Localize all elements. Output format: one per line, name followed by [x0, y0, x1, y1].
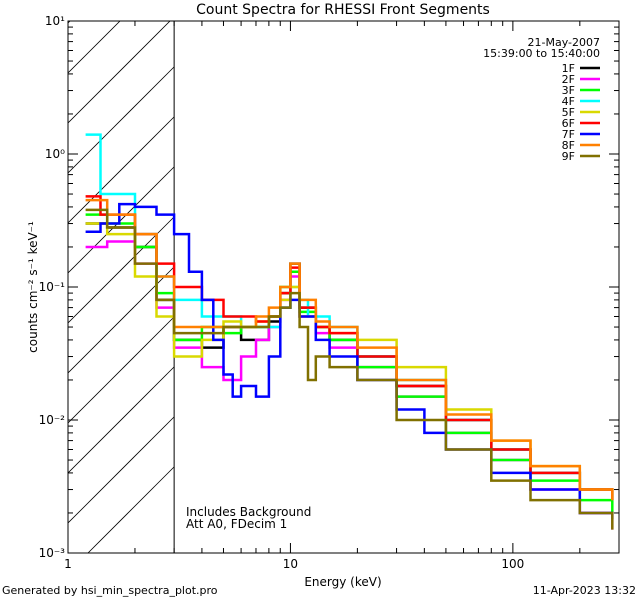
series-8F [85, 198, 614, 501]
legend-label-6F: 6F [562, 117, 575, 130]
hatch-line [68, 116, 175, 224]
hatch-region [68, 21, 175, 553]
y-tick-label: 10¹ [45, 14, 65, 28]
annotation-background: Includes Background [186, 505, 311, 519]
legend-label-9F: 9F [562, 150, 575, 163]
plot-timestamp: 11-Apr-2023 13:32 [533, 584, 636, 597]
y-tick-label: 10⁻³ [39, 546, 66, 560]
hatch-line [68, 366, 175, 474]
series-3F [85, 213, 614, 513]
hatch-line [68, 316, 175, 424]
hatch-line [68, 21, 121, 74]
y-tick-label: 10⁰ [45, 147, 65, 161]
generated-by-label: Generated by hsi_min_spectra_plot.pro [2, 584, 218, 597]
legend-label-1F: 1F [562, 62, 575, 75]
date-label: 21-May-2007 [528, 36, 600, 49]
time-range-label: 15:39:00 to 15:40:00 [483, 47, 600, 60]
hatch-line [87, 466, 175, 553]
x-tick-label: 100 [501, 557, 524, 571]
legend-label-8F: 8F [562, 139, 575, 152]
x-tick-label: 10 [283, 557, 298, 571]
series-9F [85, 208, 614, 530]
hatch-line [68, 21, 171, 124]
legend-label-3F: 3F [562, 84, 575, 97]
hatch-line [68, 21, 71, 24]
y-axis-label: counts cm⁻² s⁻¹ keV⁻¹ [26, 221, 40, 353]
legend-label-5F: 5F [562, 106, 575, 119]
legend-label-4F: 4F [562, 95, 575, 108]
x-axis-label: Energy (keV) [304, 575, 381, 589]
x-tick-label: 1 [64, 557, 72, 571]
series-5F [85, 222, 614, 501]
y-tick-label: 10⁻¹ [39, 280, 66, 294]
hatch-line [68, 266, 175, 374]
hatch-line [68, 416, 175, 524]
series-1F [85, 222, 614, 501]
legend-label-2F: 2F [562, 73, 575, 86]
series-2F [85, 240, 614, 530]
hatch-line [68, 166, 175, 274]
y-tick-label: 10⁻² [39, 413, 66, 427]
hatch-line [68, 66, 175, 174]
annotation-attenuator: Att A0, FDecim 1 [186, 517, 287, 531]
chart-title: Count Spectra for RHESSI Front Segments [196, 2, 490, 18]
legend-label-7F: 7F [562, 128, 575, 141]
